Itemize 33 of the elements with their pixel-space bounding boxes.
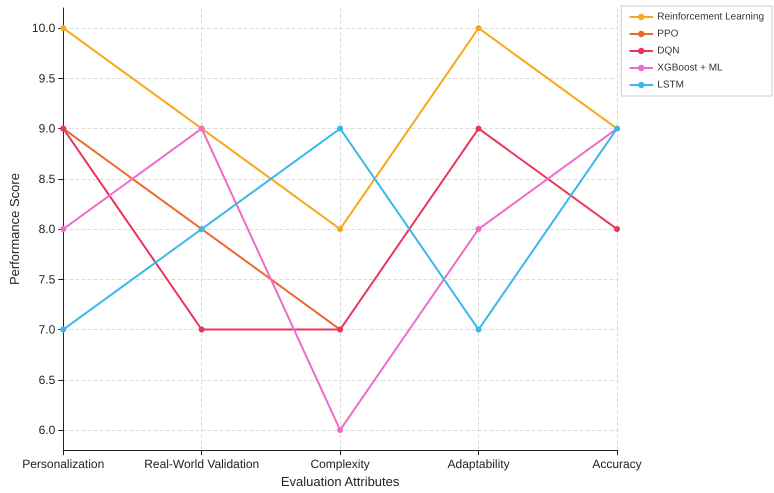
- x-tick-label: Real-World Validation: [144, 457, 260, 472]
- y-tick-label: 8.0: [38, 222, 56, 236]
- legend-label: PPO: [657, 28, 679, 40]
- point: [614, 226, 620, 232]
- y-axis-title: Performance Score: [7, 173, 22, 286]
- x-tick-label: Accuracy: [592, 457, 642, 472]
- y-tick-label: 10.0: [32, 21, 56, 36]
- legend-label: Reinforcement Learning: [657, 12, 764, 22]
- x-tick-label: Complexity: [310, 457, 370, 472]
- y-tick-label: 6.5: [38, 372, 56, 387]
- y-tick-label: 8.5: [38, 172, 56, 186]
- point: [476, 25, 482, 32]
- point: [60, 226, 66, 232]
- x-tick-label: Adaptability: [448, 457, 510, 472]
- point: [337, 226, 344, 232]
- y-tick-label: 6.0: [38, 423, 56, 438]
- point: [60, 326, 66, 333]
- y-tick-label: 7.5: [38, 272, 56, 286]
- y-tick-label: 9.0: [38, 122, 56, 136]
- point: [198, 326, 205, 333]
- point: [476, 226, 482, 232]
- x-tick-label: Personalization: [22, 457, 104, 472]
- y-tick-label: 7.0: [38, 322, 56, 337]
- point: [476, 326, 482, 333]
- point: [337, 427, 344, 434]
- legend-label: LSTM: [657, 80, 684, 90]
- point: [476, 126, 482, 132]
- point: [337, 126, 344, 132]
- point: [60, 25, 66, 32]
- legend-label: DQN: [657, 46, 680, 56]
- x-axis-title: Evaluation Attributes: [280, 474, 400, 489]
- legend-label: XGBoost + ML: [657, 62, 724, 74]
- y-tick-label: 9.5: [38, 71, 56, 86]
